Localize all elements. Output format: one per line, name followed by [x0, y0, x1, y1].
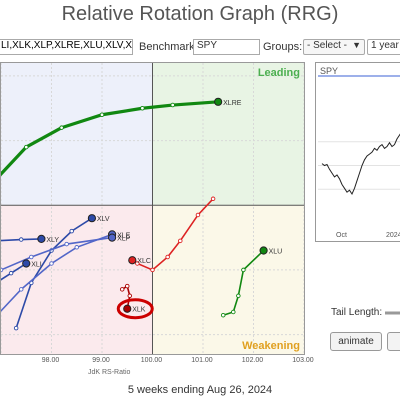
- series-head-xlre: [214, 97, 223, 106]
- series-point-xlc: [150, 267, 155, 273]
- series-point-xle: [74, 245, 79, 250]
- rrg-chart-frame: Leading Weakening XLRE XLU XLC XLK XLV XLE XLP…: [0, 62, 305, 355]
- series-head-xli: [22, 259, 31, 268]
- series-point-xlc: [210, 196, 216, 202]
- series-point-xly: [18, 237, 24, 242]
- series-point-xlre: [59, 125, 64, 130]
- rrg-chart[interactable]: Leading Weakening XLRE XLU XLC XLK XLV XLEXLP…: [1, 63, 304, 354]
- benchmark-price-line: [321, 133, 400, 196]
- gridlines: [1, 63, 304, 354]
- x-tick-label: 103.00: [292, 357, 314, 364]
- series-label-xly: XLY: [46, 237, 59, 244]
- tickers-input[interactable]: LI,XLK,XLP,XLRE,XLU,XLV,XL: [0, 39, 133, 55]
- series-point-xlc: [165, 254, 170, 260]
- weakening-label: Weakening: [242, 340, 300, 352]
- groups-select-value: - Select -: [307, 40, 348, 51]
- series-head-xlu: [259, 246, 268, 255]
- lagging-quadrant: [1, 205, 153, 354]
- series-point-xlre: [140, 106, 145, 111]
- toolbar: LI,XLK,XLP,XLRE,XLU,XLV,XL Benchmark: SP…: [0, 38, 400, 56]
- benchmark-label: Benchmark:: [139, 41, 198, 53]
- series-label-xlv: XLV: [97, 216, 110, 223]
- benchmark-input[interactable]: SPY: [193, 39, 260, 55]
- groups-label: Groups:: [263, 41, 303, 53]
- leading-quadrant: [152, 63, 304, 206]
- animate-button[interactable]: animate: [330, 332, 382, 351]
- x-tick-label: 100.00: [141, 357, 163, 364]
- series-point-xlc: [195, 212, 201, 218]
- series-point-xlre: [170, 102, 175, 108]
- series-point-xlu: [236, 293, 241, 299]
- series-point-xlp: [29, 254, 34, 260]
- series-label-xlre: XLRE: [223, 100, 242, 107]
- series-point-xlu: [241, 267, 246, 273]
- series-point-xlp: [1, 267, 4, 273]
- series-point-xlk: [127, 293, 133, 299]
- tail-length-label: Tail Length:: [331, 307, 383, 318]
- weakening-quadrant: [152, 205, 304, 354]
- series-point-xle: [18, 287, 24, 292]
- x-axis: JdK RS-Ratio 98.00 99.00 100.00 101.00 102.0…: [42, 357, 314, 376]
- series-point-xlv: [69, 228, 74, 234]
- series-point-xlre: [99, 112, 105, 117]
- series-label-xlc: XLC: [137, 258, 151, 265]
- series-point-xlre: [24, 144, 29, 150]
- series-point-xlk: [119, 287, 125, 292]
- benchmark-x-label: 2024: [386, 232, 400, 239]
- series-xlk: XLK: [119, 283, 146, 314]
- series-tail-xlk: [121, 284, 131, 309]
- series-point-xle: [49, 261, 54, 266]
- x-tick-label: 101.00: [191, 357, 213, 364]
- series-point-xlu: [231, 309, 236, 315]
- series-point-xlu: [220, 312, 226, 318]
- series-xlc: XLC: [128, 196, 216, 273]
- x-tick-label: 98.00: [42, 357, 60, 364]
- series-label-xlp: XLP: [117, 236, 131, 243]
- highlight-circle: [116, 298, 154, 320]
- x-tick-label: 102.00: [242, 357, 264, 364]
- series-xli: XLI: [1, 259, 42, 281]
- benchmark-x-label: Oct: [336, 232, 347, 239]
- series-point-xlp: [64, 241, 69, 247]
- x-tick-label: 99.00: [92, 357, 110, 364]
- period-select[interactable]: 1 year: [367, 39, 400, 55]
- series-xlu: XLU: [220, 246, 283, 318]
- leading-label: Leading: [258, 67, 300, 79]
- tail-length-slider[interactable]: [385, 309, 400, 317]
- series-label-xle: XLE: [117, 232, 131, 239]
- x-axis-label: JdK RS-Ratio: [88, 369, 131, 376]
- series-point-xlv: [13, 325, 19, 331]
- series-head-xlc: [128, 256, 137, 265]
- series-head-xlp: [108, 233, 117, 242]
- improving-quadrant: [1, 63, 153, 206]
- series-xlv: XLV: [13, 214, 110, 331]
- benchmark-chart: SPY Oct2024Apr: [315, 62, 400, 242]
- period-select-value: 1 year: [371, 40, 399, 51]
- period-caption: 5 weeks ending Aug 26, 2024: [127, 384, 273, 396]
- chevron-down-icon: ▼: [352, 40, 361, 50]
- reset-button[interactable]: [387, 332, 400, 351]
- page-title: Relative Rotation Graph (RRG): [61, 3, 339, 25]
- series-label-xlu: XLU: [269, 249, 283, 256]
- series-xlp: XLP: [1, 233, 131, 273]
- series-head-xlk: [123, 304, 132, 313]
- series-label-xli: XLI: [31, 261, 42, 268]
- series-xlre: XLRE: [1, 97, 242, 177]
- series-point-xlc: [178, 238, 183, 244]
- series-point-xli: [8, 270, 14, 276]
- series-point-xlk: [124, 283, 130, 289]
- series-head-xlv: [87, 214, 97, 223]
- series-tail-xlp: [1, 236, 113, 271]
- benchmark-chart-title: SPY: [320, 66, 338, 76]
- groups-select[interactable]: - Select - ▼: [303, 39, 365, 55]
- series-head-xly: [37, 234, 46, 243]
- series-point-xlc: [135, 261, 140, 266]
- series-xly: XLY: [1, 234, 59, 244]
- series-label-xlk: XLK: [132, 307, 146, 314]
